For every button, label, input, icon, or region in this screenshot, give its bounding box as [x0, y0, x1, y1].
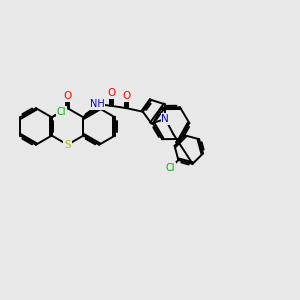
Text: O: O	[122, 91, 131, 101]
Text: O: O	[63, 91, 72, 101]
Text: NH: NH	[90, 99, 105, 109]
Text: N: N	[161, 114, 169, 124]
Text: S: S	[64, 140, 71, 150]
Text: O: O	[107, 88, 116, 98]
Text: Cl: Cl	[166, 163, 175, 173]
Text: Cl: Cl	[57, 107, 66, 117]
